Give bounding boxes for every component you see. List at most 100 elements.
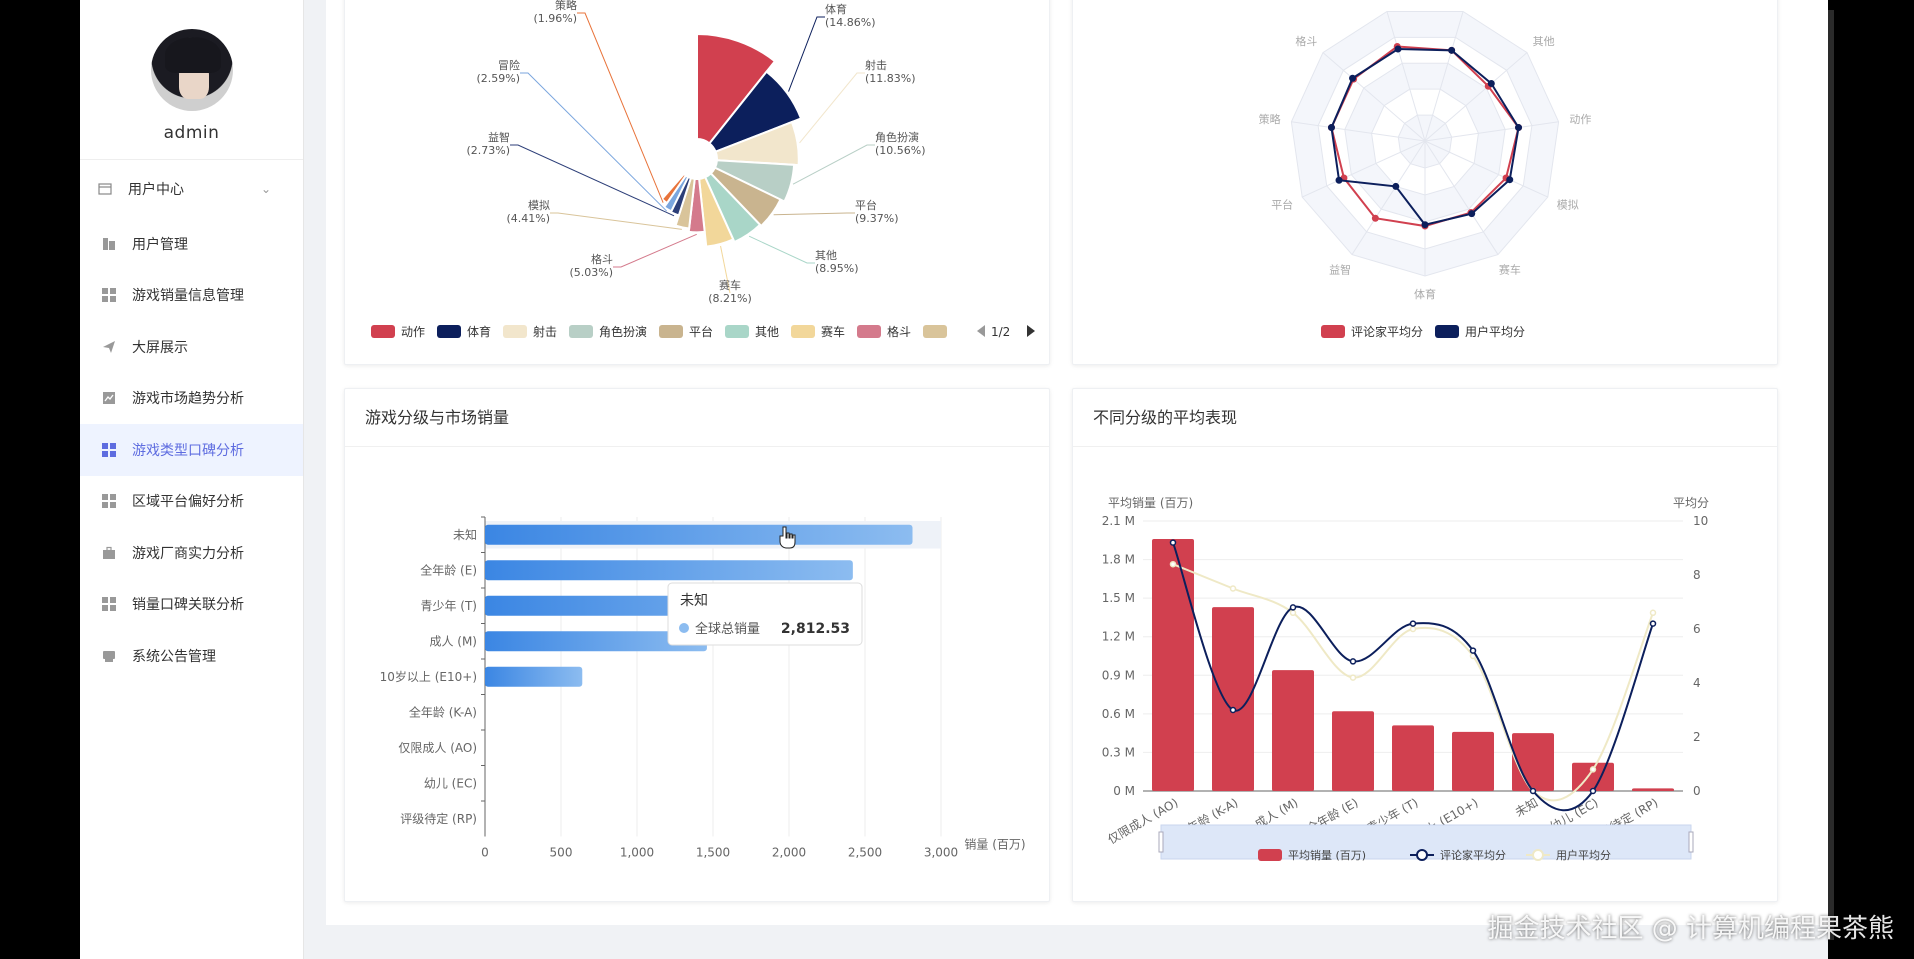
legend-next-icon[interactable] <box>1027 325 1035 337</box>
pie-label-pct: (5.03%) <box>569 266 613 279</box>
combo-y-right-tick: 10 <box>1693 514 1708 528</box>
radar-legend-item[interactable]: 用户平均分 <box>1435 324 1525 339</box>
user-center-icon <box>98 182 112 196</box>
combo-y-left-tick: 0 M <box>1113 784 1135 798</box>
combo-bar-评级待定 (RP)[interactable] <box>1632 788 1674 791</box>
pie-legend-item[interactable]: 动作 <box>371 325 425 339</box>
genre-pie-card: 体育 (14.86%) 射击 (11.83%) 角色扮演 (10.56%) 平台 (9.37%… <box>344 0 1050 365</box>
combo-y-left-tick: 0.6 M <box>1102 707 1135 721</box>
pie-label-name: 冒险 <box>498 58 520 72</box>
radar-legend-label: 评论家平均分 <box>1351 324 1423 339</box>
pie-legend-item[interactable]: 其他 <box>725 325 779 339</box>
combo-legend-item[interactable]: 用户平均分 <box>1526 848 1611 862</box>
sidebar-item-8[interactable]: 销量口碑关联分析 <box>80 579 303 631</box>
combo-bar-成人 (M)[interactable] <box>1272 670 1314 791</box>
bar-y-tick: 仅限成人 (AO) <box>398 741 477 755</box>
bar-x-tick: 0 <box>481 846 489 860</box>
legend-prev-icon[interactable] <box>977 325 985 337</box>
sidebar-item-label: 游戏市场趋势分析 <box>132 391 244 408</box>
sidebar-item-6[interactable]: 区域平台偏好分析 <box>80 476 303 528</box>
combo-bar-10岁以上 (E10+)[interactable] <box>1452 731 1494 791</box>
pie-legend-item[interactable]: 格斗 <box>857 324 911 339</box>
pie-legend-label: 其他 <box>755 325 779 339</box>
pie-legend-item[interactable]: 体育 <box>437 324 491 339</box>
radar-point <box>1448 46 1456 54</box>
sidebar-item-3[interactable]: 大屏展示 <box>80 321 303 373</box>
avatar[interactable] <box>150 28 233 111</box>
pie-slice-动作 <box>696 32 777 145</box>
announcement-icon <box>102 649 116 663</box>
pie-legend-swatch <box>371 325 395 338</box>
radar-axis-line <box>1351 140 1426 255</box>
user-management-icon <box>102 237 116 251</box>
pie-legend-label: 赛车 <box>821 324 845 339</box>
pie-legend-label: 射击 <box>533 324 557 339</box>
pie-label-pct: (9.37%) <box>855 212 899 225</box>
radar-legend-item[interactable]: 评论家平均分 <box>1321 324 1423 339</box>
bar-y-tick: 青少年 (T) <box>420 599 477 613</box>
combo-bar-青少年 (T)[interactable] <box>1392 725 1434 791</box>
bar-x-tick: 1,000 <box>620 846 654 860</box>
radar-axis-line <box>1301 140 1426 198</box>
radar-axis-line <box>1424 11 1464 142</box>
sidebar-item-2[interactable]: 游戏销量信息管理 <box>80 270 303 322</box>
sidebar-item-4[interactable]: 游戏市场趋势分析 <box>80 373 303 425</box>
pie-slice-模拟 <box>674 176 696 230</box>
combo-line-point <box>1649 609 1657 617</box>
radar-legend-swatch <box>1435 325 1459 338</box>
sidebar-item-5[interactable]: 游戏类型口碑分析 <box>80 424 303 476</box>
bar-x-tick: 2,500 <box>848 846 882 860</box>
sidebar-item-7[interactable]: 游戏厂商实力分析 <box>80 527 303 579</box>
radar-series-line <box>1330 48 1520 226</box>
radar-point <box>1371 214 1379 222</box>
combo-line-point <box>1469 647 1477 654</box>
data-zoom-handle-right[interactable] <box>1688 831 1694 853</box>
sidebar-item-9[interactable]: 系统公告管理 <box>80 630 303 682</box>
pie-legend-item[interactable] <box>923 325 947 338</box>
radar-point <box>1468 210 1476 218</box>
pie-legend-item[interactable]: 平台 <box>659 324 713 339</box>
combo-bar-全年龄 (K-A)[interactable] <box>1212 607 1254 791</box>
pie-label-line <box>720 245 731 294</box>
combo-bar-仅限成人 (AO)[interactable] <box>1152 539 1194 791</box>
genre-pie-chart: 体育(14.86%)射击(11.83%)角色扮演(10.56%)平台(9.37%… <box>371 0 1035 339</box>
pie-legend-label: 动作 <box>401 325 425 339</box>
radar-legend-label: 用户平均分 <box>1465 324 1525 339</box>
pie-legend-item[interactable]: 射击 <box>503 324 557 339</box>
combo-legend-item[interactable]: 评论家平均分 <box>1410 848 1506 862</box>
scrollbar[interactable] <box>1828 10 1834 940</box>
combo-bar-全年龄 (E)[interactable] <box>1332 711 1374 791</box>
bar-10岁以上 (E10+)[interactable] <box>485 666 583 687</box>
pie-legend-swatch <box>857 325 881 338</box>
radar-point <box>1515 124 1523 132</box>
bar-y-tick: 10岁以上 (E10+) <box>380 669 477 684</box>
combo-line-point <box>1649 620 1657 627</box>
pie-legend-label: 平台 <box>689 324 713 339</box>
combo-legend-label: 用户平均分 <box>1556 848 1611 862</box>
app-window: admin 用户中心 ⌄ 用户管理 游戏销量信息管理 大屏展示 游戏市场趋势分析 游戏类… <box>80 0 1828 959</box>
bar-成人 (M)[interactable] <box>485 631 707 652</box>
sidebar-item-1[interactable]: 用户管理 <box>80 218 303 270</box>
combo-line-point <box>1289 604 1297 611</box>
pie-legend-item[interactable]: 赛车 <box>791 324 845 339</box>
radar-axis-line <box>1424 140 1499 255</box>
radar-point <box>1487 80 1495 88</box>
combo-legend-swatch <box>1258 849 1282 861</box>
pie-label-pct: (4.41%) <box>506 212 550 225</box>
combo-y-right-tick: 2 <box>1693 730 1701 744</box>
menu-group-user-center[interactable]: 用户中心 ⌄ <box>80 160 303 218</box>
combo-y-left-tick: 2.1 M <box>1102 514 1135 528</box>
radar-axis-line <box>1291 121 1426 142</box>
combo-legend-item[interactable]: 平均销量 (百万) <box>1258 848 1366 862</box>
combo-y-left-tick: 0.3 M <box>1102 745 1135 759</box>
bar-全年龄 (E)[interactable] <box>485 560 853 581</box>
pie-legend-item[interactable]: 角色扮演 <box>569 324 647 339</box>
pie-label-name: 策略 <box>555 0 577 12</box>
combo-line-point <box>1409 620 1417 627</box>
bar-未知[interactable] <box>485 524 913 545</box>
data-zoom-handle-left[interactable] <box>1158 831 1164 853</box>
